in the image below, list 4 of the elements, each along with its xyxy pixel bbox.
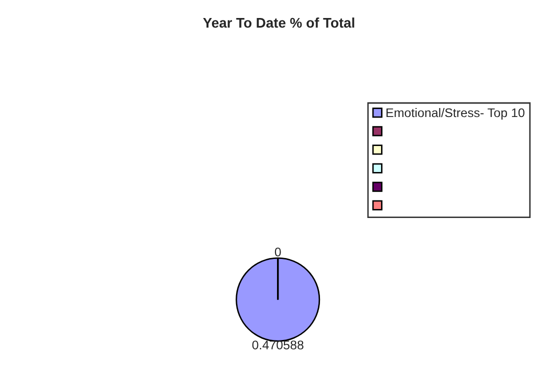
text: 0: [274, 248, 281, 256]
data-label: 0.470588: [252, 340, 304, 350]
legend-label: Emotional/Stress- Top 10: [386, 108, 524, 120]
chart-title: Year To Date % of Total: [203, 18, 354, 28]
